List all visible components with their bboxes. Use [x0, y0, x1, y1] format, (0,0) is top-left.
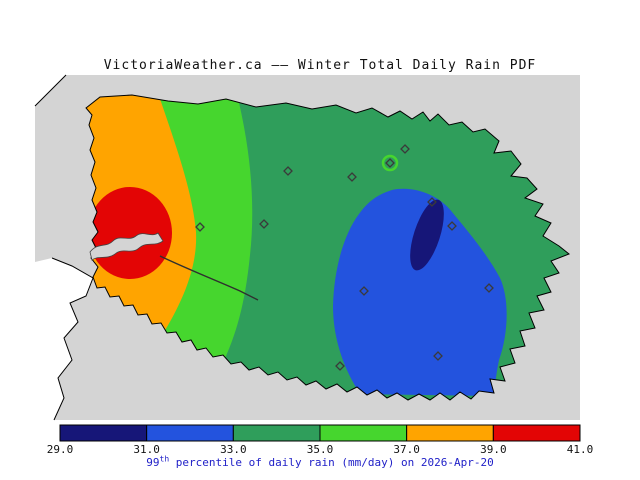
colorbar-segment — [492, 424, 581, 442]
colorbar-segment — [406, 424, 494, 442]
caption-superscript: th — [159, 454, 170, 464]
highlighted-station-ring — [381, 154, 399, 172]
tick-label: 35.0 — [307, 443, 334, 456]
caption-rest: percentile of daily rain (mm/day) on 202… — [169, 456, 494, 469]
station-marker — [484, 283, 494, 293]
station-marker — [447, 221, 457, 231]
station-marker — [433, 351, 443, 361]
tick-label: 37.0 — [393, 443, 420, 456]
station-marker — [400, 144, 410, 154]
colorbar-caption: 99th percentile of daily rain (mm/day) o… — [0, 454, 640, 469]
colorbar-segment — [232, 424, 321, 442]
band-31-33 — [333, 188, 507, 396]
tick-label: 33.0 — [220, 443, 247, 456]
band-29-31 — [410, 199, 444, 271]
tick-label: 41.0 — [567, 443, 594, 456]
inlet-channel — [159, 255, 259, 301]
page-title: VictoriaWeather.ca —— Winter Total Daily… — [103, 58, 537, 73]
tick-label: 29.0 — [47, 443, 74, 456]
station-marker — [385, 158, 395, 168]
colorbar-segment — [59, 424, 148, 442]
colorbar-segment — [319, 424, 408, 442]
station-marker — [195, 222, 205, 232]
tick-label: 39.0 — [480, 443, 507, 456]
station-marker — [427, 197, 437, 207]
harbour-inlet — [89, 232, 164, 261]
station-markers — [195, 144, 494, 371]
station-marker — [359, 286, 369, 296]
station-marker — [347, 172, 357, 182]
outside-grid-bottom-left-edge — [51, 257, 94, 421]
station-marker — [335, 361, 345, 371]
colorbar: 29.0 31.0 33.0 35.0 37.0 39.0 41.0 — [47, 424, 594, 456]
tick-label: 31.0 — [133, 443, 160, 456]
station-marker — [259, 219, 269, 229]
band-39-41 — [88, 187, 172, 279]
colorbar-segment — [146, 424, 234, 442]
coastline — [85, 94, 570, 401]
outside-grid-top-left-edge — [34, 74, 67, 107]
station-marker — [283, 166, 293, 176]
caption-value: 99 — [146, 456, 160, 469]
